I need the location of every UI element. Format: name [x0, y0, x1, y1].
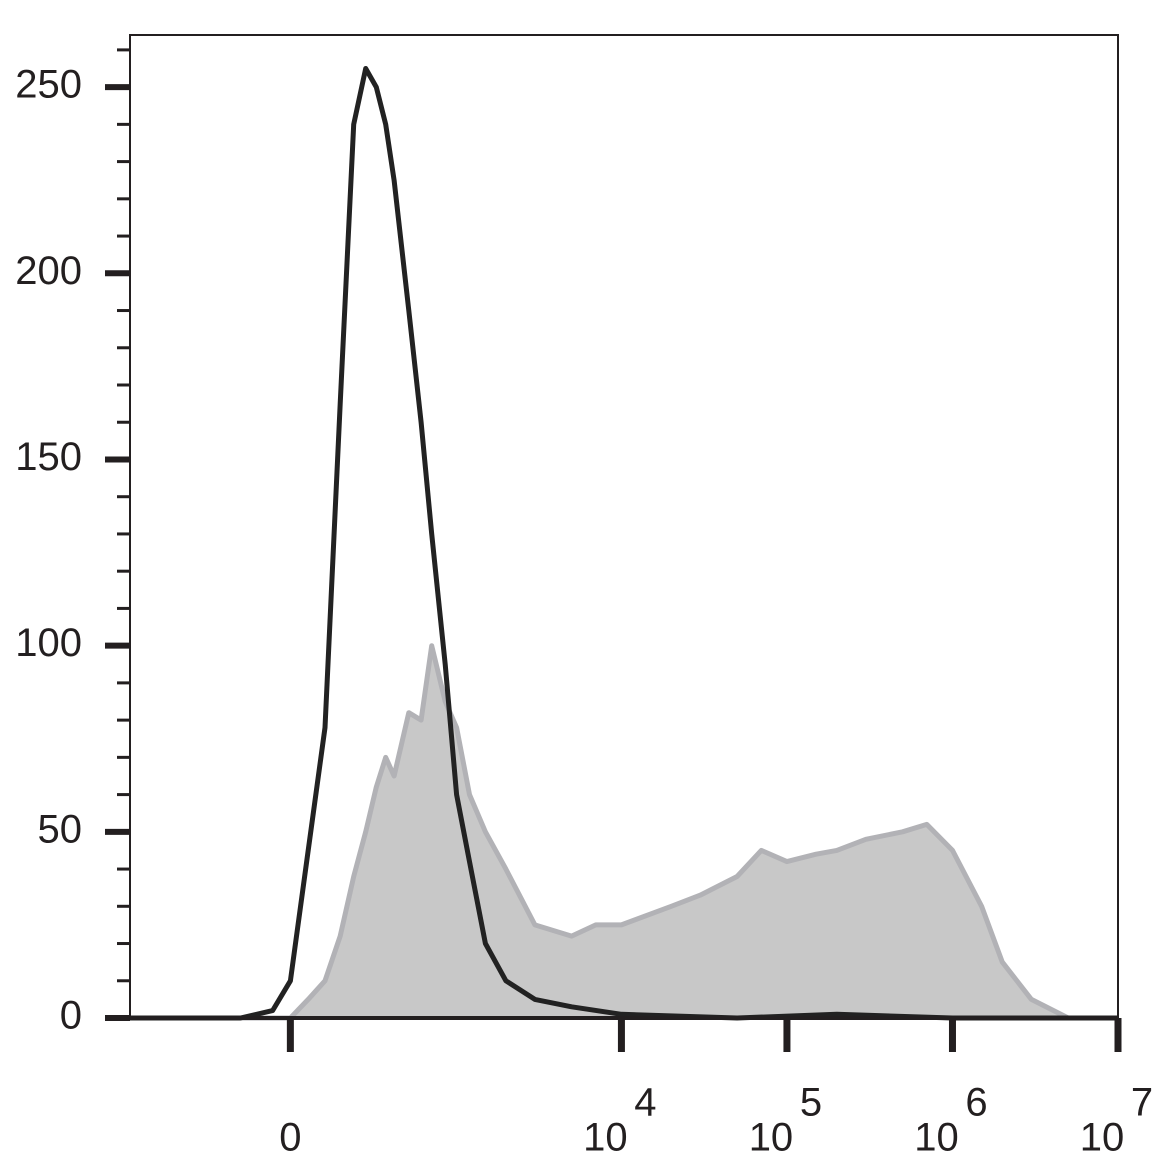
x-tick-exponent: 7: [1131, 1081, 1153, 1125]
y-tick-label: 250: [15, 63, 82, 107]
line: [130, 643, 1118, 1021]
x-tick-exponent: 5: [800, 1081, 822, 1125]
y-tick-label: 100: [15, 621, 82, 665]
x-tick-label: 10: [583, 1116, 628, 1160]
x-tick-exponent: 6: [965, 1081, 987, 1125]
x-tick-label: 10: [914, 1116, 959, 1160]
y-tick-label: 200: [15, 249, 82, 293]
area: [130, 645, 1118, 1018]
x-tick-exponent: 4: [634, 1081, 656, 1125]
y-tick-label: 50: [38, 807, 83, 851]
x-tick-label: 10: [749, 1116, 794, 1160]
y-tick-label: 0: [60, 994, 82, 1038]
plot-frame: [129, 34, 1119, 1019]
y-tick-label: 150: [15, 435, 82, 479]
x-tick-label: 0: [279, 1116, 301, 1160]
line: [130, 66, 1118, 1021]
x-tick-label: 10: [1080, 1116, 1125, 1160]
